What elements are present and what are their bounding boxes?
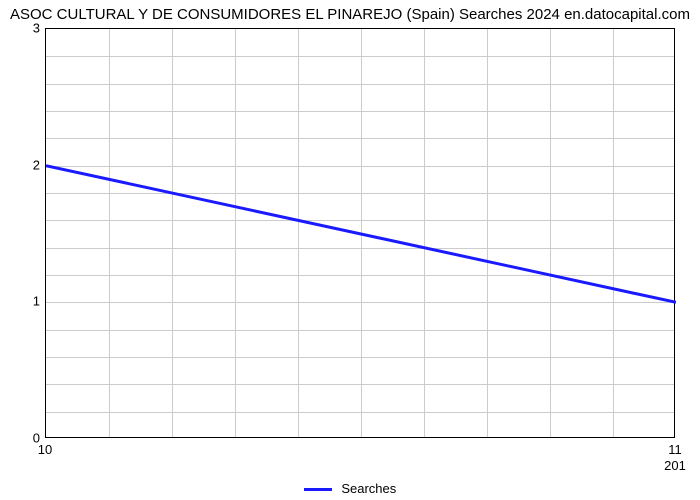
ytick-0: 0	[10, 431, 40, 446]
plot-area	[45, 28, 675, 438]
legend-swatch	[304, 488, 332, 491]
ytick-1: 1	[10, 294, 40, 309]
chart-container: ASOC CULTURAL Y DE CONSUMIDORES EL PINAR…	[0, 0, 700, 500]
ytick-3: 3	[10, 21, 40, 36]
xtick-0: 10	[38, 442, 52, 457]
legend-label: Searches	[341, 481, 396, 496]
ytick-2: 2	[10, 157, 40, 172]
legend: Searches	[0, 481, 700, 496]
xtick-1: 11	[668, 442, 682, 457]
xtick-sub: 201	[664, 458, 686, 473]
chart-title: ASOC CULTURAL Y DE CONSUMIDORES EL PINAR…	[0, 6, 700, 23]
